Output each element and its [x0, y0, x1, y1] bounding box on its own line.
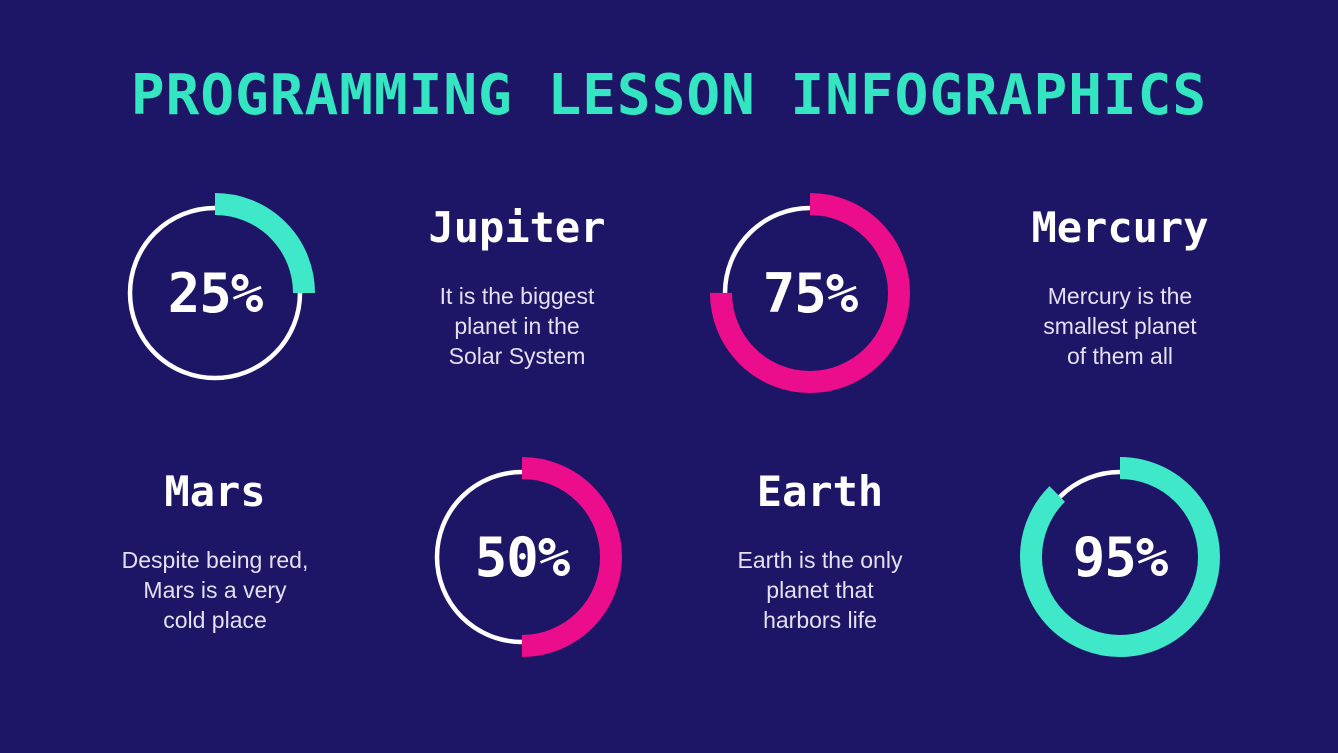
ring-arc	[115, 193, 315, 393]
percent-label: 25%	[167, 261, 264, 325]
ring-arc	[710, 193, 910, 393]
donut-ring-svg	[115, 193, 315, 393]
planet-description: It is the biggest planet in the Solar Sy…	[439, 283, 595, 370]
planet-name: Earth	[756, 467, 884, 516]
planet-description: Despite being red, Mars is a very cold p…	[121, 547, 309, 634]
donut-chart: 95%	[1015, 452, 1225, 662]
donut-ring-svg	[710, 193, 910, 393]
planet-name: Jupiter	[428, 203, 606, 252]
percent-label: 75%	[762, 261, 859, 325]
planet-card-mercury: Mercury Mercury is the smallest planet o…	[950, 203, 1290, 371]
percent-label: 50%	[474, 525, 571, 589]
planet-card-earth: Earth Earth is the only planet that harb…	[650, 467, 990, 635]
slide-title: PROGRAMMING LESSON INFOGRAPHICS	[130, 63, 1208, 128]
donut-ring-svg	[422, 457, 622, 657]
donut-chart: 50%	[417, 452, 627, 662]
donut-chart: 75%	[705, 188, 915, 398]
planet-card-jupiter: Jupiter It is the biggest planet in the …	[347, 203, 687, 371]
ring-arc	[1020, 457, 1220, 657]
donut-chart: 25%	[110, 188, 320, 398]
percent-label: 95%	[1072, 525, 1169, 589]
ring-arc	[422, 457, 622, 657]
planet-description: Mercury is the smallest planet of them a…	[1043, 283, 1197, 370]
planet-name: Mercury	[1031, 203, 1209, 252]
donut-ring-svg	[1020, 457, 1220, 657]
planet-card-mars: Mars Despite being red, Mars is a very c…	[45, 467, 385, 635]
planet-description: Earth is the only planet that harbors li…	[737, 547, 903, 634]
planet-name: Mars	[164, 467, 266, 516]
